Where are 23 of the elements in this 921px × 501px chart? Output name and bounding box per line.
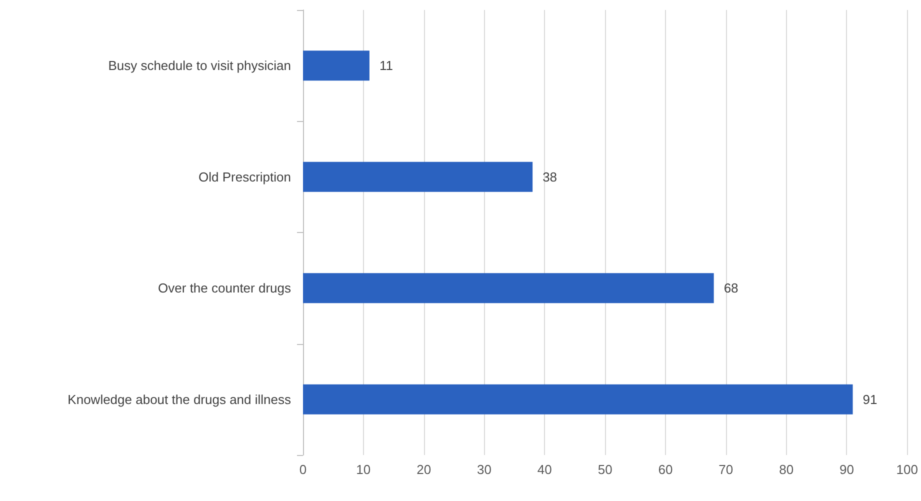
bar [303, 273, 714, 304]
x-tick-label: 50 [598, 462, 612, 477]
bar [303, 384, 853, 414]
bar [303, 50, 370, 81]
y-tick-label: Busy schedule to visit physician [108, 58, 291, 74]
x-tick-label: 90 [840, 462, 854, 477]
x-tick-label: 60 [658, 462, 673, 477]
y-tick-label: Knowledge about the drugs and illness [68, 392, 292, 407]
x-tick-label: 0 [299, 462, 307, 477]
data-label: 11 [379, 58, 393, 74]
data-label: 38 [542, 169, 558, 184]
data-label: 91 [862, 392, 878, 407]
x-tick-label: 20 [416, 462, 432, 477]
y-tick-label: Old Prescription [198, 169, 291, 184]
data-label: 68 [724, 280, 738, 296]
x-tick-label: 40 [537, 462, 552, 477]
x-tick-label: 100 [896, 462, 918, 477]
x-tick-label: 30 [477, 462, 492, 477]
x-tick-label: 70 [718, 462, 734, 477]
x-tick-label: 10 [356, 462, 371, 477]
x-tick-label: 80 [779, 462, 794, 477]
bar [303, 162, 533, 192]
y-tick-label: Over the counter drugs [158, 280, 292, 296]
